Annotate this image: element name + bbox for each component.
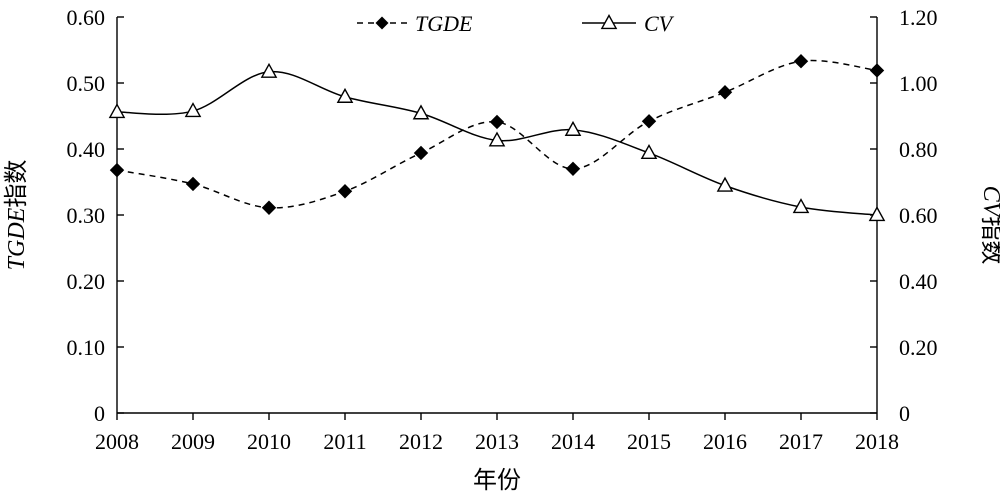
y-left-tick-label: 0.20 <box>67 269 106 294</box>
y-right-tick-label: 1.20 <box>899 5 938 30</box>
y-left-tick-label: 0.50 <box>67 71 106 96</box>
y-right-tick-label: 0.80 <box>899 137 938 162</box>
series-line-tgde <box>116 59 878 209</box>
y-left-tick-label: 0 <box>94 401 105 426</box>
x-axis-title: 年份 <box>473 467 521 494</box>
data-point-triangle <box>792 198 810 214</box>
data-point-triangle <box>868 206 886 222</box>
data-point-triangle <box>716 176 734 192</box>
x-tick-label: 2008 <box>95 429 139 454</box>
y-right-tick-label: 0.60 <box>899 203 938 228</box>
x-tick-label: 2013 <box>475 429 519 454</box>
y-right-tick-label: 0 <box>899 401 910 426</box>
data-point-triangle <box>564 120 582 136</box>
y-right-tick-label: 0.20 <box>899 335 938 360</box>
series-layer <box>108 54 886 222</box>
data-point-diamond <box>793 54 809 69</box>
x-tick-label: 2018 <box>855 429 899 454</box>
y-axis-right-title: CV指数 <box>978 186 1000 265</box>
data-point-triangle <box>412 104 430 120</box>
series-cv <box>108 62 886 222</box>
x-tick-label: 2015 <box>627 429 671 454</box>
y-left-tick-label: 0.10 <box>67 335 106 360</box>
y-left-tick-label: 0.40 <box>67 137 106 162</box>
legend: TGDE CV <box>357 11 675 36</box>
x-tick-label: 2010 <box>247 429 291 454</box>
data-point-diamond <box>109 162 125 178</box>
axes: 0 0.10 0.20 0.30 0.40 0.50 0.60 0 0.20 0.40 0.60 0.… <box>67 5 938 454</box>
y-right-tick-label: 1.00 <box>899 71 938 96</box>
data-point-diamond <box>489 114 505 130</box>
data-point-diamond <box>261 200 277 215</box>
y-left-tick-label: 0.30 <box>67 203 106 228</box>
data-point-diamond <box>413 145 429 161</box>
y-right-tick-label: 0.40 <box>899 269 938 294</box>
x-tick-label: 2011 <box>323 429 366 454</box>
data-point-diamond <box>869 63 885 78</box>
data-point-triangle <box>184 102 202 118</box>
data-point-triangle <box>108 103 126 119</box>
data-point-diamond <box>565 161 581 177</box>
series-tgde <box>109 54 885 215</box>
legend-label-tgde: TGDE <box>415 11 473 36</box>
x-tick-label: 2014 <box>551 429 595 454</box>
data-point-diamond <box>185 176 201 192</box>
legend-marker-cv <box>600 14 618 30</box>
data-point-triangle <box>336 87 354 103</box>
y-axis-left-title: TGDE指数 <box>3 160 30 271</box>
x-tick-label: 2017 <box>779 429 823 454</box>
x-tick-label: 2012 <box>399 429 443 454</box>
x-tick-label: 2009 <box>171 429 215 454</box>
data-point-diamond <box>337 184 353 199</box>
data-point-diamond <box>641 114 657 129</box>
y-left-tick-label: 0.60 <box>67 5 106 30</box>
x-tick-label: 2016 <box>703 429 747 454</box>
data-point-triangle <box>640 144 658 160</box>
legend-marker-tgde <box>375 16 389 30</box>
data-point-triangle <box>260 62 278 78</box>
data-point-diamond <box>717 85 733 100</box>
legend-label-cv: CV <box>644 11 675 36</box>
data-point-triangle <box>488 131 506 147</box>
